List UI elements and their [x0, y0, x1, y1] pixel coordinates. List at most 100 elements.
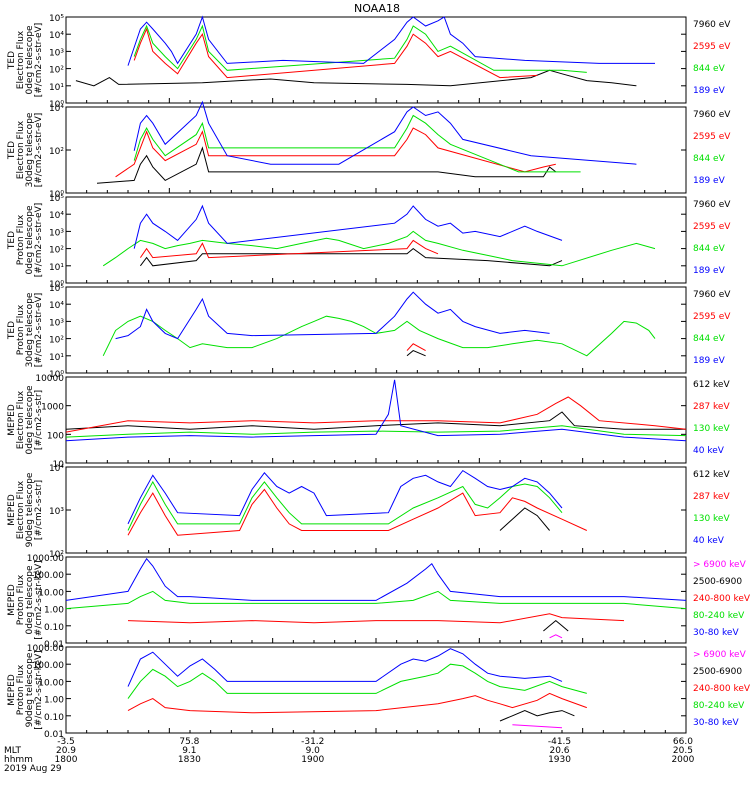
legend-entry: 2595 eV [693, 222, 731, 232]
y-axis-label-line: Proton Flux [16, 214, 26, 265]
legend-entry: > 6900 keV [693, 650, 747, 660]
series-844-ev [102, 230, 656, 267]
y-axis-label-line: [#/cm2-s-str-eV] [34, 203, 44, 278]
y-tick-label: 10⁵ [49, 14, 64, 24]
series-2500-6900 [543, 619, 569, 632]
x-tick-label: 9.0 [306, 746, 321, 756]
y-tick-label: 10⁴ [49, 211, 64, 221]
legend-entry: 189 eV [693, 266, 726, 276]
series-130-kev [127, 480, 563, 531]
legend-entry: 240-800 keV [693, 594, 750, 604]
panel-6: 10² 10³ 10⁴ MEPEDElectron Flux90deg telesco… [7, 464, 730, 560]
y-tick-label: 10⁴ [49, 104, 64, 114]
x-tick-label: 20.5 [673, 746, 693, 756]
panel-4: 10⁰ 10¹ 10² 10³ 10⁴ 10⁵ TEDProton Flux30deg te… [7, 284, 731, 380]
y-axis-label-line: Electron Flux [16, 480, 26, 539]
series-7960-ev [96, 146, 557, 184]
y-axis-label-line: 30deg telescope [25, 112, 35, 187]
legend-entry: 7960 eV [693, 110, 731, 120]
y-axis-label-line: Electron Flux [16, 390, 26, 449]
series-30-80-kev [127, 648, 563, 687]
x-tick-label: -31.2 [301, 737, 324, 747]
series-40-kev [65, 379, 687, 442]
series-7960-ev [140, 247, 563, 267]
series-7960-ev [75, 69, 637, 87]
y-tick-label: 10² [49, 66, 64, 76]
y-axis-label-line: 90deg telescope [25, 472, 35, 547]
date-label: 2019 Aug 29 [4, 764, 62, 774]
y-axis-label-line: MEPED [7, 584, 17, 616]
legend-entry: 7960 eV [693, 290, 731, 300]
panel-8: 0.010.101.0010.00100.001000.00MEPEDProto… [7, 644, 750, 740]
y-tick-label: 10⁵ [49, 194, 64, 204]
x-row-label: hhmm [4, 755, 33, 765]
legend-entry: 189 eV [693, 356, 726, 366]
y-tick-label: 10¹ [49, 353, 64, 363]
y-axis-label-line: [#/cm2-s-str-eV] [34, 23, 44, 98]
y-axis-label: TEDElectron Flux0deg telescope[#/cm2-s-s… [7, 23, 44, 98]
y-axis-label-line: 0deg telescope [25, 25, 35, 95]
x-row-label: MLT [4, 746, 22, 756]
y-axis-label-line: Electron Flux [16, 120, 26, 179]
panel-frame [65, 646, 687, 734]
y-tick-label: 1000.00 [27, 644, 64, 654]
y-axis-label: MEPEDProton Flux0deg telescope[#/cm2-s-s… [7, 560, 44, 639]
legend-entry: 287 keV [693, 402, 730, 412]
y-axis-label: MEPEDProton Flux90deg telescope[#/cm2-s-… [7, 650, 44, 729]
y-axis-label: TEDProton Flux30deg telescope[#/cm2-s-st… [7, 292, 44, 367]
legend-entry: 2595 eV [693, 42, 731, 52]
y-axis-label-line: Electron Flux [16, 30, 26, 89]
legend-entry: 844 eV [693, 244, 726, 254]
panel-frame [65, 106, 687, 194]
x-tick-label: 20.9 [56, 746, 76, 756]
series--6900-kev [549, 634, 563, 639]
series-844-ev [102, 315, 656, 357]
legend-entry: 30-80 keV [693, 628, 739, 638]
y-tick-label: 0.10 [44, 713, 64, 723]
panel-3: 10⁰ 10¹ 10² 10³ 10⁴ 10⁵ TEDProton Flux0deg tel… [7, 194, 731, 290]
y-tick-label: 10² [49, 147, 64, 157]
x-tick-label: 20.6 [549, 746, 569, 756]
legend-entry: 612 keV [693, 380, 730, 390]
series-80-240-kev [65, 590, 687, 610]
y-axis-label-line: [#/cm2-s-str] [34, 480, 44, 540]
x-tick-label: -41.5 [548, 737, 571, 747]
y-tick-label: 10⁰ [49, 280, 64, 290]
series-612-kev [65, 411, 686, 430]
y-axis-label-line: [#/cm2-s-str-eV] [34, 113, 44, 188]
y-tick-label: 10² [49, 246, 64, 256]
y-tick-label: 10 [53, 460, 65, 470]
legend-entry: 189 eV [693, 86, 726, 96]
legend-entry: 30-80 keV [693, 718, 739, 728]
series-40-kev [127, 469, 563, 525]
panel-1: 10⁰ 10¹ 10² 10³ 10⁴ 10⁵ TEDElectron Flux0deg t… [7, 14, 731, 110]
y-tick-label: 1000 [41, 403, 64, 413]
panel-7: 0.010.101.0010.00100.001000.00MEPEDProto… [7, 554, 750, 650]
x-tick-label: 2000 [671, 755, 694, 765]
legend-entry: 40 keV [693, 446, 725, 456]
x-tick-label: 1830 [178, 755, 201, 765]
y-tick-label: 1.00 [44, 606, 64, 616]
series-189-ev [133, 204, 563, 249]
legend-entry: 2500-6900 [693, 577, 742, 587]
series-2500-6900 [499, 710, 575, 722]
figure-title: NOAA18 [354, 2, 400, 15]
y-tick-label: 10⁴ [49, 31, 64, 41]
y-tick-label: 10⁴ [49, 301, 64, 311]
legend-entry: 844 eV [693, 334, 726, 344]
y-axis-label-line: 30deg telescope [25, 292, 35, 367]
y-axis-label-line: MEPED [7, 494, 17, 526]
x-tick-label: -3.5 [57, 737, 75, 747]
legend-entry: 7960 eV [693, 20, 731, 30]
y-tick-label: 10⁰ [49, 370, 64, 380]
x-tick-label: 66.0 [673, 737, 693, 747]
y-axis-label-line: Proton Flux [16, 574, 26, 625]
y-tick-label: 10¹ [49, 83, 64, 93]
y-tick-label: 0.01 [44, 640, 64, 650]
y-axis-label-line: TED [7, 321, 17, 340]
series-240-800-kev [127, 613, 625, 624]
